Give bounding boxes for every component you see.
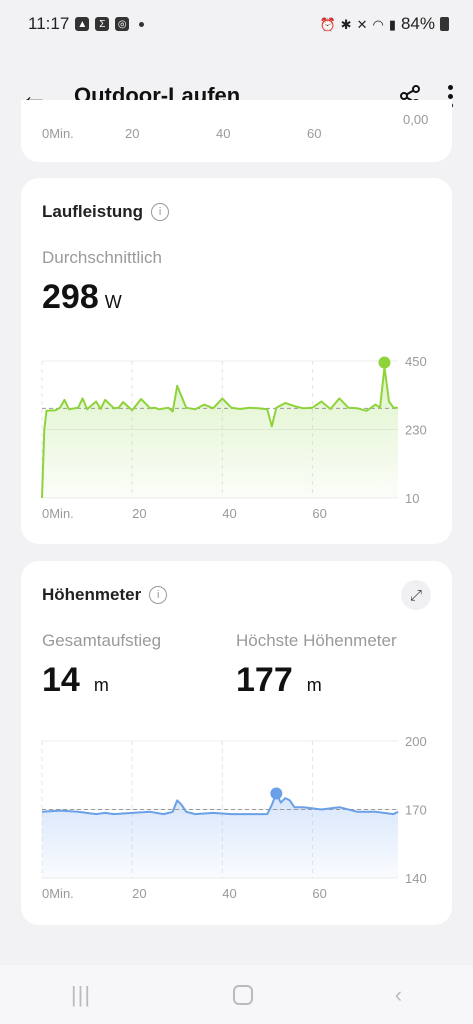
max-value: 177	[236, 661, 293, 699]
y-tick-label: 170	[405, 803, 427, 818]
running-power-title-text: Laufleistung	[42, 202, 144, 221]
average-power-value: 298 W	[42, 278, 122, 317]
info-icon[interactable]: i	[151, 203, 170, 221]
area-fill	[42, 367, 398, 498]
mute-icon: ✕	[356, 16, 368, 32]
status-bar: 11:17 ▲ Σ ◎ ⏰ ✱ ✕ ◠ ▮ 84%	[0, 0, 473, 48]
system-nav-bar: ||| ‹	[0, 965, 473, 1024]
expand-icon[interactable]: ⤢	[401, 580, 431, 610]
peak-marker	[378, 356, 391, 369]
battery-percent: 84%	[400, 14, 435, 33]
peak-marker	[270, 787, 283, 800]
info-icon[interactable]: i	[149, 586, 168, 604]
x-tick-label: 60	[312, 886, 326, 901]
signal-icon: ▮	[388, 16, 396, 32]
average-label: Durchschnittlich	[42, 248, 162, 267]
y-tick-label: 230	[405, 423, 427, 438]
running-power-title: Laufleistung i	[42, 202, 170, 222]
sigma-app-icon: Σ	[95, 17, 110, 31]
previous-chart-card: 0Min. 20 40 60 0,00	[21, 100, 452, 162]
running-power-card: Laufleistung i Durchschnittlich 298 W 450…	[21, 178, 452, 544]
notification-dot-icon	[139, 21, 145, 27]
total-ascent-value: 14 m	[42, 661, 109, 700]
power-value: 298	[42, 278, 99, 316]
x-tick-label: 0Min.	[42, 506, 74, 521]
alarm-icon: ⏰	[319, 16, 336, 32]
x-tick-label: 40	[222, 506, 236, 521]
elevation-title-text: Höhenmeter	[42, 585, 142, 604]
elevation-title: Höhenmeter i	[42, 585, 168, 605]
x-tick-label: 60	[312, 506, 326, 521]
x-tick: 60	[307, 126, 321, 141]
max-unit: m	[306, 675, 322, 695]
x-tick-label: 20	[132, 886, 146, 901]
recent-apps-icon[interactable]: |||	[70, 981, 92, 1007]
y-tick-label: 450	[405, 354, 427, 369]
y-tick-label: 140	[405, 871, 427, 886]
battery-icon	[440, 17, 449, 31]
x-tick-label: 40	[222, 886, 236, 901]
max-elevation-label: Höchste Höhenmeter	[236, 631, 397, 650]
ascent-unit: m	[93, 675, 109, 695]
back-nav-icon[interactable]: ‹	[394, 981, 403, 1007]
gallery-icon: ▲	[75, 17, 90, 31]
x-tick: 0Min.	[42, 126, 74, 141]
home-icon[interactable]	[232, 984, 253, 1005]
x-tick-label: 0Min.	[42, 886, 74, 901]
ascent-value: 14	[42, 661, 80, 699]
power-chart: 450 230 10 0Min. 20 40 60	[41, 354, 427, 521]
power-unit: W	[104, 292, 122, 312]
instagram-icon: ◎	[115, 17, 130, 31]
y-tick-label: 200	[405, 734, 427, 749]
elevation-card: Höhenmeter i ⤢ Gesamtaufstieg 14 m Höchst…	[21, 561, 452, 925]
wifi-icon: ◠	[372, 16, 384, 32]
x-tick: 20	[125, 126, 139, 141]
previous-chart-axis: 0Min. 20 40 60 0,00	[42, 112, 428, 141]
area-fill	[42, 793, 398, 878]
y-tick-label: 10	[405, 491, 419, 506]
total-ascent-label: Gesamtaufstieg	[42, 631, 162, 650]
series-line	[41, 792, 399, 816]
series-line	[41, 366, 398, 499]
x-tick: 40	[216, 126, 230, 141]
max-elevation-value: 177 m	[236, 661, 322, 700]
elevation-chart: 200 170 140 0Min. 20 40 60	[41, 734, 427, 901]
bluetooth-icon: ✱	[340, 16, 352, 32]
y-tick-partial: 0,00	[403, 112, 428, 127]
status-time: 11:17	[28, 14, 70, 33]
x-tick-label: 20	[132, 506, 146, 521]
